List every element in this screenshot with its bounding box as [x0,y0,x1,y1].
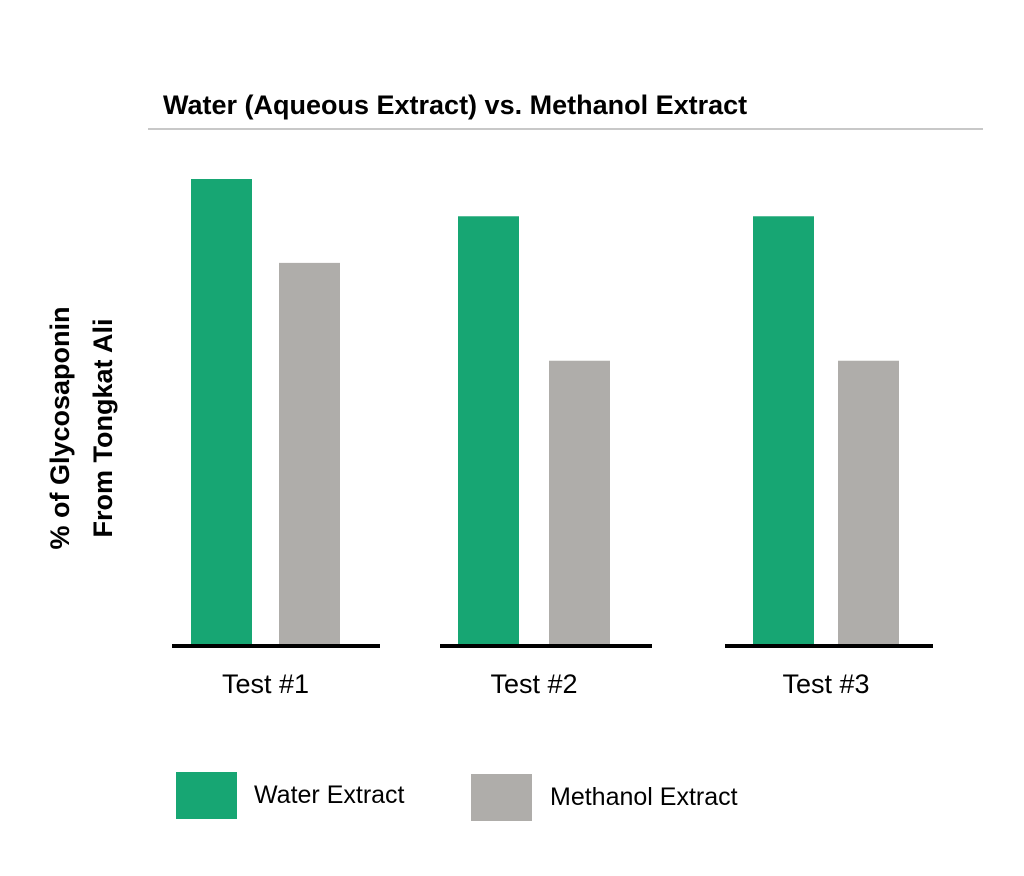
y-axis-label: % of Glycosaponin From Tongkat Ali [45,306,118,549]
bars [191,179,899,645]
bar-water-test-1 [191,179,252,645]
bar-methanol-test-3 [838,360,899,645]
bar-water-test-2 [458,216,519,645]
x-tick-label-test-1: Test #1 [222,669,309,699]
bar-water-test-3 [753,216,814,645]
legend-swatch-water [176,772,237,819]
y-axis-label-line-2: From Tongkat Ali [88,319,118,538]
chart-title: Water (Aqueous Extract) vs. Methanol Ext… [163,90,747,120]
legend-swatch-methanol [471,774,532,821]
x-tick-label-test-2: Test #2 [490,669,577,699]
bar-methanol-test-1 [279,262,340,645]
y-axis-label-line-1: % of Glycosaponin [45,306,75,549]
legend-label-methanol: Methanol Extract [550,783,738,811]
legend-label-water: Water Extract [254,781,405,809]
x-tick-labels: Test #1 Test #2 Test #3 [222,669,870,699]
legend: Water Extract Methanol Extract [176,772,738,821]
bar-methanol-test-2 [549,360,610,645]
x-tick-label-test-3: Test #3 [782,669,869,699]
